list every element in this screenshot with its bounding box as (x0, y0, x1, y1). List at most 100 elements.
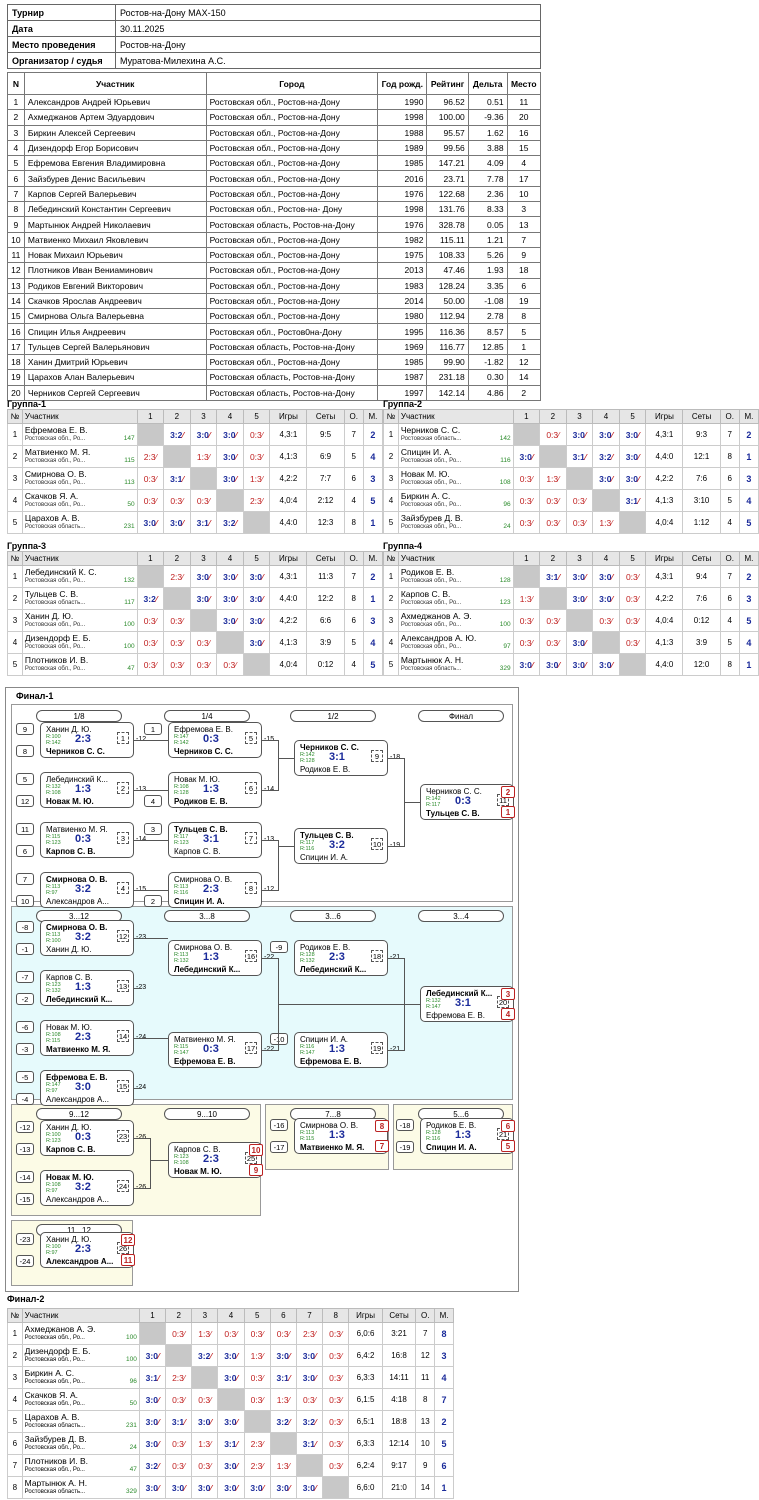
score-a: 3:0 (302, 1482, 315, 1493)
participant-cell: -9.36 (467, 109, 508, 126)
result-cell: 0:3⁄ (565, 489, 594, 512)
row-number: 4 (7, 489, 23, 512)
score-slash: ⁄ (182, 572, 184, 582)
score-a: 3:0 (276, 1482, 289, 1493)
score-slash: ⁄ (210, 1351, 212, 1361)
score: 0:3⁄ (573, 496, 586, 506)
table-row: 4 Дизендорф Е. Б. Ростовская обл., Ро... 10… (7, 631, 384, 654)
score-a: 3:0 (599, 571, 612, 582)
score-a: 0:3 (198, 1394, 211, 1405)
participant-cell: 115.11 (426, 231, 469, 248)
rating-2: R:116 (174, 890, 189, 896)
participant-cell: Ростовская обл., Ростов-на-Дону (205, 246, 379, 264)
player-1-name: Карпов С. В. (174, 1145, 221, 1154)
participant-cell: 5 (7, 155, 25, 172)
player-1-name: Смирнова О. В. (174, 943, 233, 952)
participant-cell: 12.85 (467, 338, 508, 356)
participants-header-cell: Дельта (467, 72, 508, 95)
score: 0:3⁄ (520, 518, 533, 528)
player-city: Ростовская область... (400, 435, 462, 442)
score: 2:3⁄ (251, 1439, 264, 1449)
participant-cell: 7 (7, 185, 25, 203)
seed-2: -1 (16, 943, 34, 955)
games-cell: 4,0:4 (645, 511, 684, 534)
result-cell: 3:0⁄ (217, 1410, 245, 1433)
match-box: Ханин Д. Ю. R:100 R:97 2:3 Александров А... 2… (40, 1232, 135, 1268)
score-a: 0:3 (223, 659, 236, 670)
rating-1: R:113 (300, 1130, 315, 1136)
player-1-name: Смирнова О. В. (46, 923, 108, 932)
result-cell: 0:3⁄ (163, 489, 191, 512)
row-number: 5 (7, 653, 23, 676)
match-box: Матвиенко М. Я. R:115 R:123 0:3 Карпов С. В.… (40, 822, 134, 858)
score-a: 3:0 (625, 473, 639, 484)
result-cell: 3:0⁄ (191, 1410, 219, 1433)
score-slash: ⁄ (210, 1329, 212, 1339)
games-cell: 4,0:4 (269, 653, 308, 676)
ratings: R:108 R:115 (46, 1032, 61, 1044)
self-cell (189, 609, 218, 632)
score-a: 1:3 (276, 1394, 289, 1405)
participant-cell: Ростовская обл., Ростов-на-Дону (205, 277, 379, 294)
participant-cell: 231.18 (426, 369, 469, 386)
participant-cell: 10 (7, 231, 25, 248)
rating-2: R:132 (174, 958, 189, 964)
participant-cell: 6 (506, 277, 542, 294)
score-slash: ⁄ (340, 1373, 343, 1383)
player-name: Ханин Д. Ю. (24, 610, 74, 621)
header-cell: 5 (618, 551, 647, 566)
player-city: Ростовская обл., Ро... (400, 643, 462, 650)
participant-cell: 8 (7, 201, 25, 218)
rating-1: R:113 (46, 884, 61, 890)
score-a: 2:3 (302, 1328, 315, 1339)
score-slash: ⁄ (558, 518, 560, 528)
score: 3:2⁄ (599, 452, 613, 462)
result-cell: 3:1⁄ (165, 1410, 193, 1433)
ratings: R:142 R:128 (300, 752, 315, 764)
score-a: 0:3 (250, 1328, 263, 1339)
result-cell: 3:0⁄ (217, 1454, 245, 1477)
games-cell: 4,4:0 (645, 653, 684, 676)
sets-cell: 14:11 (381, 1366, 417, 1389)
place-value: 1 (746, 659, 752, 670)
ratings: R:108 R:128 (174, 784, 189, 796)
rating-1: R:147 (46, 1082, 61, 1088)
score-slash: ⁄ (183, 1373, 186, 1383)
player-rating: 100 (499, 621, 511, 628)
header-cell: О. (719, 551, 740, 566)
points-cell: 12 (415, 1344, 436, 1367)
seed-2: 4 (144, 795, 162, 807)
place-cell: 4 (738, 631, 759, 654)
rating-1: R:142 (426, 796, 441, 802)
games-cell: 4,0:4 (645, 609, 684, 632)
result-cell: 3:0⁄ (216, 565, 244, 588)
rating-1: R:115 (46, 834, 61, 840)
participant-cell: 328.78 (426, 216, 469, 233)
table-row: 13 Родиков Евгений Викторович Ростовская о… (7, 277, 542, 294)
score: 0:3⁄ (329, 1439, 342, 1449)
participant-cell: 50.00 (426, 292, 469, 310)
table-row: 2 Матвиенко М. Я. Ростовская обл., Ро... 11… (7, 445, 384, 468)
score: 3:0⁄ (223, 594, 237, 604)
score-a: 3:1 (170, 473, 183, 484)
rating-1: R:117 (174, 834, 189, 840)
games-cell: 4,4:0 (269, 587, 308, 610)
player-rating: 97 (503, 643, 511, 650)
score: 2:3⁄ (251, 1461, 264, 1471)
score-slash: ⁄ (288, 1483, 291, 1493)
result-cell: 3:0⁄ (269, 1344, 297, 1367)
header-cell: 5 (618, 409, 647, 424)
score-slash: ⁄ (155, 594, 158, 604)
rating-1: R:142 (300, 752, 315, 758)
place-cell: 5 (434, 1432, 454, 1455)
player-rating: 96 (503, 501, 511, 508)
final-place-2: 5 (501, 1140, 515, 1152)
player-2-name: Спицин И. А. (426, 1143, 477, 1152)
loser-goes-to: -15 (136, 886, 146, 893)
score: 3:0⁄ (223, 572, 237, 582)
participant-cell: 7.78 (467, 170, 508, 187)
rating-1: R:108 (46, 1182, 61, 1188)
result-cell: 0:3⁄ (163, 653, 191, 676)
score-slash: ⁄ (637, 616, 640, 626)
result-cell: 2:3⁄ (242, 489, 271, 512)
